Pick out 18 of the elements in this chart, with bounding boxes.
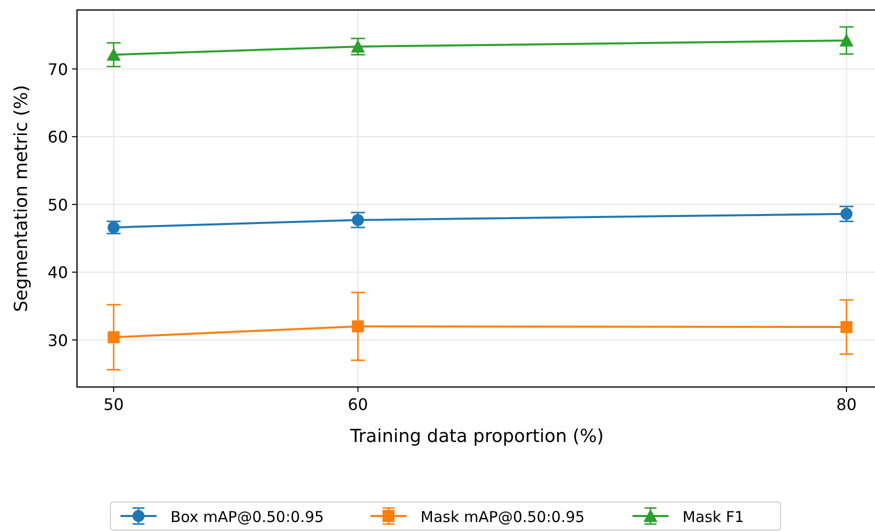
y-tick-label: 50 [48,195,68,214]
x-tick-label: 60 [348,395,368,414]
y-axis-title: Segmentation metric (%) [11,84,32,312]
y-tick-label: 70 [48,60,68,79]
point [839,33,854,46]
y-tick-label: 40 [48,263,68,282]
legend-label: Mask F1 [682,508,744,526]
point [840,321,852,334]
x-tick-label: 80 [836,395,857,414]
point [352,320,364,332]
x-tick-label: 50 [103,395,124,414]
legend-label: Box mAP@0.50:0.95 [170,508,324,526]
legend-label: Mask mAP@0.50:0.95 [420,508,585,526]
point [106,48,121,61]
x-axis-title: Training data proportion (%) [349,426,604,447]
y-tick-label: 30 [48,330,68,350]
point [108,331,120,344]
y-tick-label: 60 [48,128,68,147]
